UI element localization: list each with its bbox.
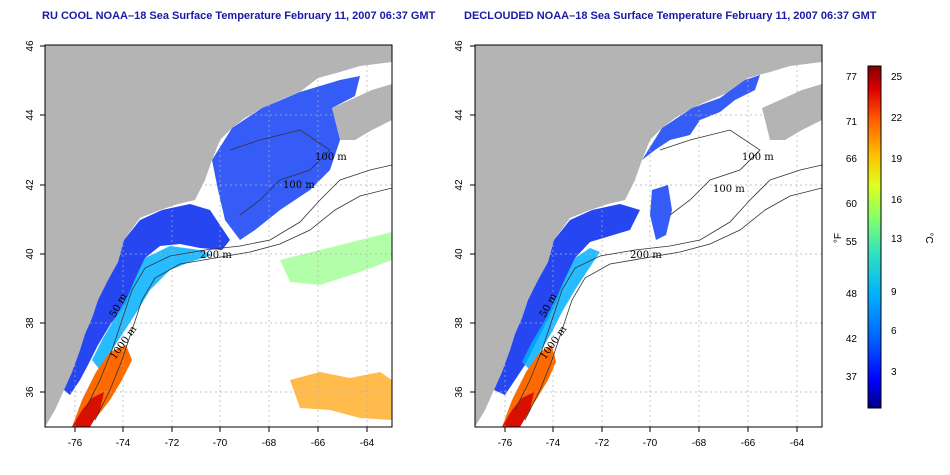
c-tick: 16 (891, 195, 903, 206)
lon-tick: -64 (790, 438, 805, 449)
lat-tick: 46 (25, 40, 36, 52)
lat-tick: 36 (454, 386, 465, 398)
sst-slope-water (280, 232, 392, 285)
lat-tick: 40 (454, 248, 465, 260)
contour-label-100m-b: 100 m (283, 180, 315, 191)
map-frame (44, 44, 393, 428)
lon-tick: -74 (116, 438, 131, 449)
bathymetry-contours-right (514, 129, 822, 421)
land-nova-scotia (762, 84, 822, 140)
lon-tick: -74 (546, 438, 561, 449)
f-tick: 55 (846, 237, 858, 248)
axis-right (470, 45, 798, 432)
lon-tick: -72 (595, 438, 610, 449)
lon-tick: -64 (360, 438, 375, 449)
c-tick: 3 (891, 367, 897, 378)
lon-tick: -76 (68, 438, 83, 449)
colorbar-unit-celsius: °C (923, 232, 934, 243)
colorbar-gradient (867, 65, 882, 409)
c-tick: 6 (891, 326, 897, 337)
f-tick: 71 (846, 117, 858, 128)
f-tick: 37 (846, 372, 858, 383)
lon-tick: -70 (643, 438, 658, 449)
lat-tick: 38 (454, 317, 465, 329)
sst-gulf-of-maine (642, 75, 760, 160)
lat-labels-left: 46 44 42 40 38 36 (25, 40, 36, 398)
land-north-america (45, 45, 392, 427)
sst-coastal-cyan (522, 248, 600, 370)
c-tick: 22 (891, 113, 903, 124)
lon-tick: -72 (165, 438, 180, 449)
contour-label-200m: 200 m (200, 250, 232, 261)
land-north-america (475, 45, 822, 427)
lat-tick: 36 (25, 386, 36, 398)
lat-tick: 42 (25, 179, 36, 191)
lon-tick: -66 (741, 438, 756, 449)
lat-tick: 42 (454, 179, 465, 191)
f-tick: 77 (846, 72, 858, 83)
lon-tick: -68 (692, 438, 707, 449)
sst-gulf-stream-hot (72, 392, 104, 427)
axis-left (40, 45, 368, 432)
bathymetry-contours-left (84, 129, 392, 421)
land-nova-scotia (332, 84, 392, 140)
contour-label-200m: 200 m (630, 250, 662, 261)
colorbar: 77 71 66 60 55 48 42 37 25 22 19 16 13 9… (833, 65, 934, 409)
lon-tick: -70 (213, 438, 228, 449)
lon-tick: -76 (498, 438, 513, 449)
panel-right-map: 200 m 100 m 100 m 50 m 1000 m (474, 44, 823, 428)
lat-tick: 38 (25, 317, 36, 329)
c-tick: 9 (891, 287, 897, 298)
contour-label-100m-b: 100 m (713, 184, 745, 195)
c-tick: 13 (891, 234, 903, 245)
grid-right (475, 45, 822, 427)
c-tick: 19 (891, 154, 903, 165)
sst-coastal-cyan (92, 246, 212, 370)
sst-gulf-of-maine (212, 76, 360, 240)
lon-labels-right: -76 -74 -72 -70 -68 -66 -64 (498, 438, 805, 449)
f-tick: 42 (846, 334, 858, 345)
lat-tick: 44 (454, 109, 465, 121)
contour-label-100m: 100 m (315, 152, 347, 163)
panel-left-title: RU COOL NOAA–18 Sea Surface Temperature … (42, 10, 436, 22)
sst-gulf-stream-hot (502, 392, 534, 427)
lat-tick: 46 (454, 40, 465, 52)
f-tick: 60 (846, 199, 858, 210)
colorbar-unit-fahrenheit: °F (833, 233, 844, 243)
f-tick: 66 (846, 154, 858, 165)
colorbar-celsius-ticks: 25 22 19 16 13 9 6 3 (891, 72, 903, 378)
lat-tick: 44 (25, 109, 36, 121)
colorbar-fahrenheit-ticks: 77 71 66 60 55 48 42 37 (846, 72, 858, 383)
sst-georges-bank (650, 185, 672, 240)
panel-right-title: DECLOUDED NOAA–18 Sea Surface Temperatur… (464, 10, 877, 22)
grid-left (45, 45, 392, 427)
panel-left-map: 200 m 100 m 100 m 50 m 1000 m (44, 44, 393, 428)
contour-label-100m: 100 m (742, 152, 774, 163)
lon-tick: -68 (262, 438, 277, 449)
lat-tick: 40 (25, 248, 36, 260)
c-tick: 25 (891, 72, 903, 83)
lon-labels-left: -76 -74 -72 -70 -68 -66 -64 (68, 438, 375, 449)
map-frame (474, 44, 823, 428)
lon-tick: -66 (311, 438, 326, 449)
sst-scattered-warm (290, 372, 392, 420)
f-tick: 48 (846, 289, 858, 300)
lat-labels-right: 46 44 42 40 38 36 (454, 40, 465, 398)
sst-coastal-blue (64, 204, 230, 395)
